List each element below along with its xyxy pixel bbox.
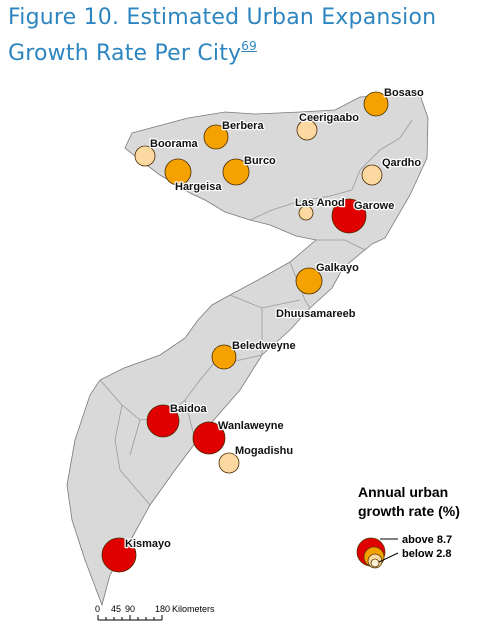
city-marker-burco	[222, 158, 250, 186]
city-marker-mogadishu	[218, 452, 240, 474]
city-marker-wanlaweyne	[192, 421, 226, 455]
scale-tick-0: 0	[95, 604, 100, 614]
footnote-link[interactable]: 69	[241, 39, 257, 53]
legend: Annual urban growth rate (%) above 8.7 b…	[356, 484, 460, 569]
city-label-bosaso: Bosaso	[384, 87, 424, 99]
city-label-berbera: Berbera	[222, 120, 264, 132]
city-marker-qardho	[361, 164, 383, 186]
city-label-mogadishu: Mogadishu	[235, 445, 293, 457]
legend-leader-below	[378, 552, 399, 563]
city-label-baidoa: Baidoa	[170, 403, 208, 415]
city-label-garowe: Garowe	[354, 200, 394, 212]
city-marker-galkayo	[295, 267, 323, 295]
legend-label-below: below 2.8	[402, 548, 452, 560]
city-markers: Bosaso Ceerigaabo Berbera Boorama Hargeisa Bu…	[101, 86, 425, 573]
city-label-boorama: Boorama	[150, 138, 199, 150]
figure-title-text: Figure 10. Estimated Urban Expansion Gro…	[8, 5, 437, 66]
scale-unit: Kilometers	[172, 604, 215, 614]
legend-title-line1: Annual urban	[358, 484, 448, 500]
city-marker-hargeisa	[164, 158, 192, 186]
scale-tick-45: 45	[111, 604, 121, 614]
city-marker-bosaso	[363, 91, 389, 117]
city-marker-beledweyne	[211, 344, 237, 370]
city-label-burco: Burco	[244, 155, 276, 167]
scale-tick-180: 180	[155, 604, 170, 614]
city-label-las-anod: Las Anod	[295, 197, 345, 209]
legend-symbol-below	[370, 558, 380, 568]
city-label-kismayo: Kismayo	[125, 538, 171, 550]
city-label-ceerigaabo: Ceerigaabo	[299, 112, 359, 124]
city-marker-las-anod	[298, 205, 314, 221]
city-marker-kismayo	[101, 537, 137, 573]
city-label-dhuusamareeb: Dhuusamareeb	[276, 308, 356, 320]
city-label-galkayo: Galkayo	[316, 262, 359, 274]
city-label-qardho: Qardho	[382, 157, 421, 169]
city-label-wanlaweyne: Wanlaweyne	[218, 420, 284, 432]
scale-bar: 0 45 90 180 Kilometers	[95, 604, 215, 621]
figure-title: Figure 10. Estimated Urban Expansion Gro…	[8, 4, 488, 68]
city-marker-baidoa	[146, 404, 180, 438]
scale-tick-90: 90	[125, 604, 135, 614]
legend-title-line2: growth rate (%)	[358, 503, 460, 519]
city-marker-ceerigaabo	[296, 119, 318, 141]
legend-label-above: above 8.7	[402, 534, 452, 546]
city-marker-boorama	[134, 145, 156, 167]
city-label-beledweyne: Beledweyne	[232, 340, 296, 352]
city-marker-berbera	[203, 124, 229, 150]
scale-bar-line	[97, 615, 163, 621]
city-marker-garowe	[331, 198, 367, 234]
city-label-hargeisa: Hargeisa	[175, 181, 222, 193]
